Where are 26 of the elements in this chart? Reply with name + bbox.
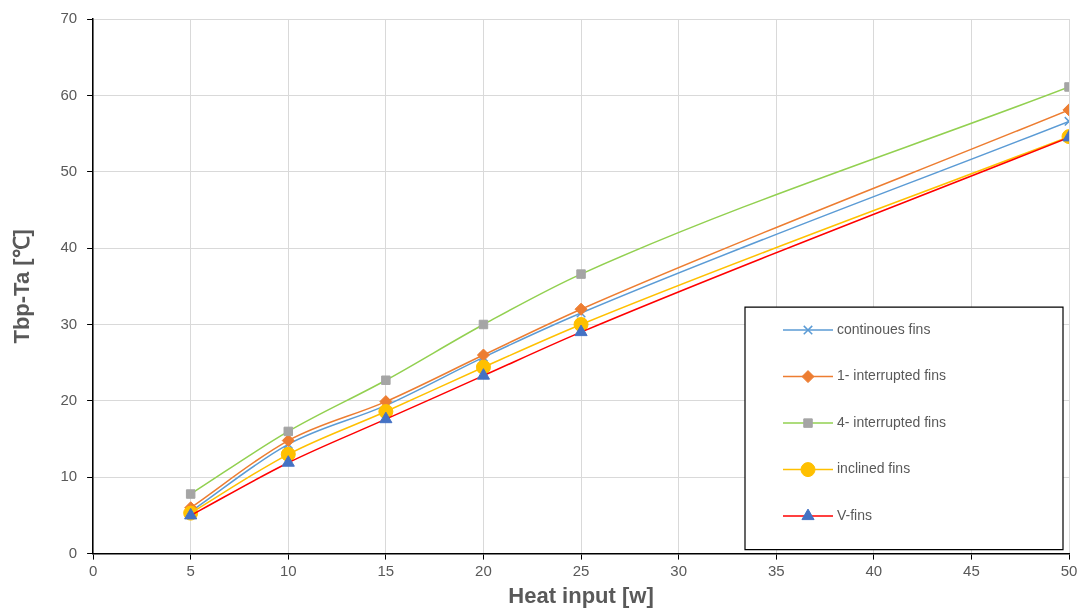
- x-tick-label: 25: [572, 561, 590, 579]
- y-tick-label: 30: [60, 314, 78, 332]
- legend-label: 1- interrupted fins: [837, 367, 946, 384]
- y-tick-label: 70: [60, 9, 78, 27]
- y-tick-label: 60: [60, 85, 78, 103]
- x-tick-label: 45: [963, 561, 980, 579]
- x-tick-label: 35: [767, 561, 785, 579]
- x-tick-label: 20: [475, 561, 492, 579]
- x-tick-label: 40: [865, 561, 883, 579]
- x-tick-label: 10: [279, 561, 297, 579]
- y-tick-label: 10: [60, 467, 78, 485]
- y-axis-title: Tbp-Ta [℃]: [9, 229, 35, 344]
- y-tick-label: 0: [68, 543, 78, 561]
- x-axis-title: Heat input [w]: [508, 582, 654, 608]
- y-tick-label: 50: [60, 161, 78, 179]
- x-tick-label: 15: [377, 561, 395, 579]
- legend-label: continoues fins: [837, 320, 931, 337]
- legend-label: V-fins: [837, 506, 873, 523]
- y-tick-label: 40: [60, 238, 78, 256]
- x-tick-label: 0: [88, 561, 98, 579]
- x-tick-label: 5: [186, 561, 195, 579]
- y-tick-label: 20: [60, 391, 78, 408]
- legend-label: inclined fins: [837, 460, 911, 477]
- legend-label: 4- interrupted fins: [837, 413, 946, 430]
- x-tick-label: 50: [1060, 561, 1078, 579]
- x-tick-label: 30: [670, 561, 687, 579]
